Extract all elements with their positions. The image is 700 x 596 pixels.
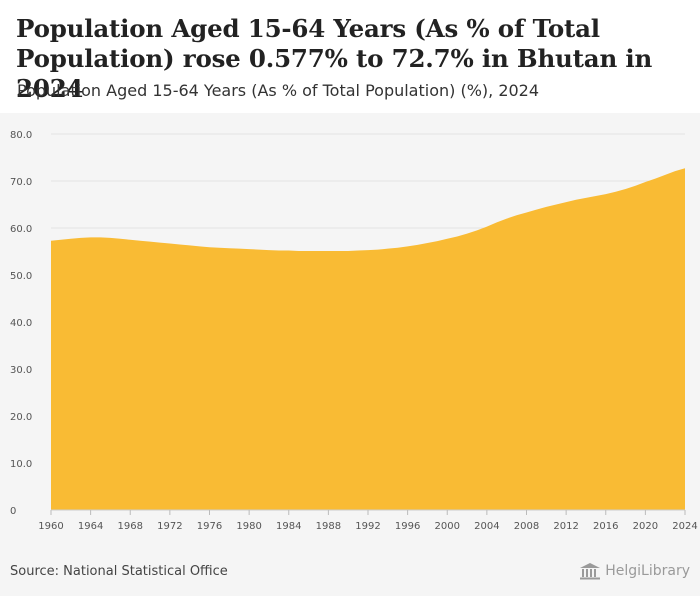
x-tick-label: 2024 [672,521,697,532]
y-tick-label: 60.0 [10,224,32,235]
brand-logo: HelgiLibrary [579,562,690,580]
x-tick-label: 1960 [38,521,63,532]
area-series [51,168,685,510]
x-tick-label: 2020 [633,521,658,532]
x-tick-label: 2000 [435,521,460,532]
x-tick-label: 1972 [157,521,182,532]
x-tick-label: 2012 [553,521,578,532]
x-tick-label: 1996 [395,521,420,532]
y-tick-label: 40.0 [10,318,32,329]
x-tick-label: 1992 [355,521,380,532]
area-fill [51,168,685,510]
x-tick-label: 2004 [474,521,499,532]
x-tick-label: 1984 [276,521,301,532]
library-columns-icon [580,563,601,580]
x-tick-label: 1988 [316,521,341,532]
brand-name: HelgiLibrary [605,563,690,579]
chart-footer: Source: National Statistical Office Helg… [0,547,700,596]
x-tick-label: 1976 [197,521,222,532]
y-axis-ticks: 0 10.0 20.0 30.0 40.0 50.0 60.0 70.0 80.0 [10,130,32,517]
y-tick-label: 0 [10,506,16,517]
y-tick-label: 50.0 [10,271,32,282]
y-tick-label: 70.0 [10,177,32,188]
x-tick-label: 1968 [118,521,143,532]
x-tick-label: 2008 [514,521,539,532]
chart-title: Population Aged 15-64 Years (As % of Tot… [16,14,653,103]
x-tick-label: 1964 [78,521,103,532]
y-tick-label: 20.0 [10,412,32,423]
x-axis-ticks: 1960 1964 1968 1972 1976 1980 1984 1988 1992 1996… [38,509,698,532]
source-note: Source: National Statistical Office [10,564,228,579]
x-tick-label: 2016 [593,521,618,532]
chart-subtitle: Population Aged 15-64 Years (As % of Tot… [17,81,540,100]
x-tick-label: 1980 [236,521,261,532]
y-tick-label: 30.0 [10,365,32,376]
y-tick-label: 10.0 [10,459,32,470]
y-tick-label: 80.0 [10,130,32,141]
chart-header: Population Aged 15-64 Years (As % of Tot… [0,0,700,113]
